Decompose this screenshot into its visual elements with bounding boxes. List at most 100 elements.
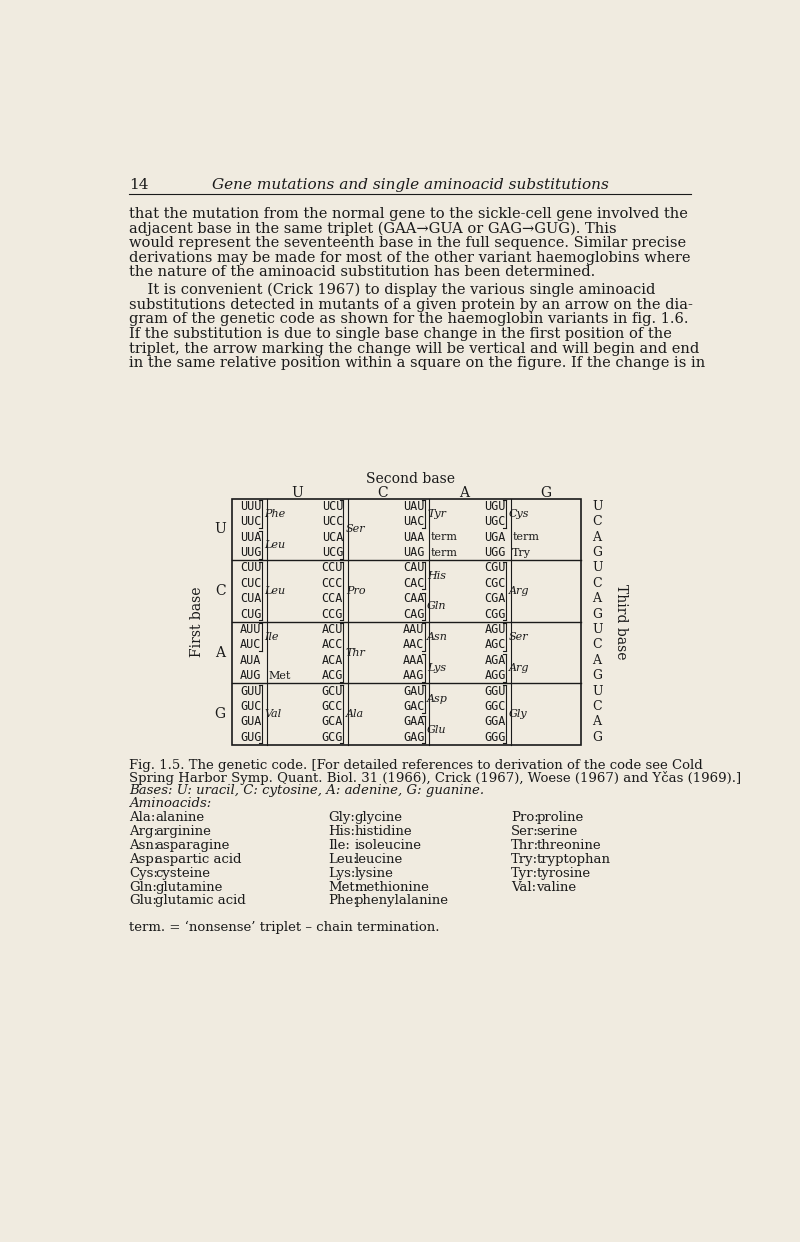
Text: CGC: CGC bbox=[485, 576, 506, 590]
Text: First base: First base bbox=[190, 586, 204, 657]
Text: GAG: GAG bbox=[403, 730, 425, 744]
Text: AAC: AAC bbox=[403, 638, 425, 651]
Text: serine: serine bbox=[536, 825, 578, 838]
Text: UAG: UAG bbox=[403, 546, 425, 559]
Text: Pro: Pro bbox=[346, 586, 366, 596]
Text: Ser: Ser bbox=[509, 632, 528, 642]
Text: UCC: UCC bbox=[322, 515, 343, 528]
Text: Aminoacids:: Aminoacids: bbox=[130, 797, 212, 810]
Text: Arg: Arg bbox=[509, 586, 529, 596]
Text: GAU: GAU bbox=[403, 684, 425, 698]
Text: UAC: UAC bbox=[403, 515, 425, 528]
Text: UCU: UCU bbox=[322, 499, 343, 513]
Text: AAA: AAA bbox=[403, 653, 425, 667]
Text: UUU: UUU bbox=[240, 499, 262, 513]
Text: AGU: AGU bbox=[485, 623, 506, 636]
Text: CUG: CUG bbox=[240, 607, 262, 621]
Text: GUC: GUC bbox=[240, 700, 262, 713]
Text: UUG: UUG bbox=[240, 546, 262, 559]
Text: Third base: Third base bbox=[614, 584, 628, 660]
Text: U: U bbox=[592, 561, 602, 574]
Text: Asp:: Asp: bbox=[130, 853, 158, 866]
Text: Gln:: Gln: bbox=[130, 881, 158, 893]
Text: Leu:: Leu: bbox=[329, 853, 358, 866]
Text: C: C bbox=[215, 584, 226, 597]
Text: term. = ‘nonsense’ triplet – chain termination.: term. = ‘nonsense’ triplet – chain termi… bbox=[130, 920, 440, 934]
Text: G: G bbox=[540, 487, 551, 501]
Text: CAA: CAA bbox=[403, 592, 425, 605]
Text: AUG: AUG bbox=[240, 669, 262, 682]
Text: triplet, the arrow marking the change will be vertical and will begin and end: triplet, the arrow marking the change wi… bbox=[130, 342, 700, 355]
Text: AGA: AGA bbox=[485, 653, 506, 667]
Text: A: A bbox=[592, 530, 601, 544]
Text: term: term bbox=[431, 532, 458, 542]
Text: glutamine: glutamine bbox=[155, 881, 222, 893]
Text: Gln: Gln bbox=[427, 601, 446, 611]
Text: AUU: AUU bbox=[240, 623, 262, 636]
Text: A: A bbox=[592, 653, 601, 667]
Text: Thr: Thr bbox=[346, 647, 366, 657]
Text: 14: 14 bbox=[130, 179, 149, 193]
Text: UUA: UUA bbox=[240, 530, 262, 544]
Text: GCG: GCG bbox=[322, 730, 343, 744]
Text: substitutions detected in mutants of a given protein by an arrow on the dia-: substitutions detected in mutants of a g… bbox=[130, 298, 694, 312]
Text: derivations may be made for most of the other variant haemoglobins where: derivations may be made for most of the … bbox=[130, 251, 691, 265]
Text: glutamic acid: glutamic acid bbox=[155, 894, 246, 908]
Text: CGU: CGU bbox=[485, 561, 506, 574]
Text: Ser:: Ser: bbox=[510, 825, 538, 838]
Text: Met:: Met: bbox=[329, 881, 360, 893]
Text: the nature of the aminoacid substitution has been determined.: the nature of the aminoacid substitution… bbox=[130, 266, 596, 279]
Text: Pro:: Pro: bbox=[510, 811, 538, 825]
Text: Gly:: Gly: bbox=[329, 811, 355, 825]
Text: CAG: CAG bbox=[403, 607, 425, 621]
Text: GGG: GGG bbox=[485, 730, 506, 744]
Text: Bases: U: uracil, C: cytosine, A: adenine, G: guanine.: Bases: U: uracil, C: cytosine, A: adenin… bbox=[130, 784, 485, 796]
Text: CAU: CAU bbox=[403, 561, 425, 574]
Text: GCC: GCC bbox=[322, 700, 343, 713]
Text: isoleucine: isoleucine bbox=[354, 838, 422, 852]
Text: AGC: AGC bbox=[485, 638, 506, 651]
Text: G: G bbox=[214, 707, 226, 722]
Text: that the mutation from the normal gene to the sickle-cell gene involved the: that the mutation from the normal gene t… bbox=[130, 206, 688, 221]
Text: tyrosine: tyrosine bbox=[536, 867, 590, 879]
Text: UAU: UAU bbox=[403, 499, 425, 513]
Text: aspartic acid: aspartic acid bbox=[155, 853, 242, 866]
Text: AUA: AUA bbox=[240, 653, 262, 667]
Text: GGU: GGU bbox=[485, 684, 506, 698]
Text: UUC: UUC bbox=[240, 515, 262, 528]
Text: asparagine: asparagine bbox=[155, 838, 230, 852]
Text: methionine: methionine bbox=[354, 881, 429, 893]
Text: CUC: CUC bbox=[240, 576, 262, 590]
Text: Glu:: Glu: bbox=[130, 894, 158, 908]
Text: U: U bbox=[292, 487, 303, 501]
Text: Tyr: Tyr bbox=[427, 509, 446, 519]
Text: phenylalanine: phenylalanine bbox=[354, 894, 448, 908]
Text: A: A bbox=[592, 592, 601, 605]
Text: ACA: ACA bbox=[322, 653, 343, 667]
Text: CUA: CUA bbox=[240, 592, 262, 605]
Text: CCU: CCU bbox=[322, 561, 343, 574]
Text: AGG: AGG bbox=[485, 669, 506, 682]
Text: proline: proline bbox=[536, 811, 583, 825]
Text: Cys:: Cys: bbox=[130, 867, 158, 879]
Text: GUU: GUU bbox=[240, 684, 262, 698]
Text: valine: valine bbox=[536, 881, 577, 893]
Text: Phe: Phe bbox=[264, 509, 286, 519]
Text: glycine: glycine bbox=[354, 811, 402, 825]
Text: would represent the seventeenth base in the full sequence. Similar precise: would represent the seventeenth base in … bbox=[130, 236, 686, 250]
Text: UGU: UGU bbox=[485, 499, 506, 513]
Text: A: A bbox=[215, 646, 225, 660]
Text: UCG: UCG bbox=[322, 546, 343, 559]
Text: cysteine: cysteine bbox=[155, 867, 210, 879]
Text: gram of the genetic code as shown for the haemoglobin variants in fig. 1.6.: gram of the genetic code as shown for th… bbox=[130, 312, 689, 327]
Text: CGG: CGG bbox=[485, 607, 506, 621]
Text: Gly: Gly bbox=[509, 709, 527, 719]
Text: C: C bbox=[592, 515, 602, 528]
Text: tryptophan: tryptophan bbox=[536, 853, 610, 866]
Text: Ala: Ala bbox=[346, 709, 364, 719]
Text: A: A bbox=[592, 715, 601, 728]
Text: His:: His: bbox=[329, 825, 356, 838]
Text: CCG: CCG bbox=[322, 607, 343, 621]
Text: U: U bbox=[214, 523, 226, 537]
Text: CCA: CCA bbox=[322, 592, 343, 605]
